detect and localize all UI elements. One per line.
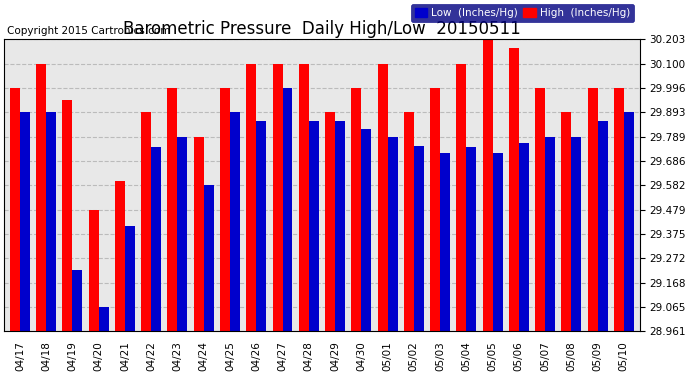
Bar: [325, 112, 335, 331]
Bar: [36, 64, 46, 331]
Bar: [404, 112, 414, 331]
Bar: [351, 88, 362, 331]
Bar: [72, 270, 82, 331]
Bar: [598, 121, 608, 331]
Bar: [63, 100, 72, 331]
Bar: [377, 64, 388, 331]
Bar: [282, 88, 293, 331]
Bar: [545, 136, 555, 331]
Bar: [482, 39, 493, 331]
Bar: [493, 153, 502, 331]
Bar: [177, 136, 188, 331]
Bar: [151, 147, 161, 331]
Bar: [46, 112, 56, 331]
Bar: [299, 64, 308, 331]
Bar: [246, 64, 256, 331]
Bar: [624, 112, 634, 331]
Bar: [230, 112, 240, 331]
Bar: [466, 147, 476, 331]
Bar: [509, 48, 519, 331]
Bar: [430, 88, 440, 331]
Bar: [20, 112, 30, 331]
Bar: [115, 181, 125, 331]
Bar: [273, 64, 282, 331]
Bar: [571, 136, 581, 331]
Bar: [562, 112, 571, 331]
Bar: [588, 88, 598, 331]
Bar: [614, 88, 624, 331]
Bar: [388, 136, 397, 331]
Bar: [456, 64, 466, 331]
Bar: [335, 121, 345, 331]
Bar: [256, 121, 266, 331]
Bar: [535, 88, 545, 331]
Bar: [194, 136, 204, 331]
Bar: [440, 153, 450, 331]
Bar: [89, 210, 99, 331]
Bar: [141, 112, 151, 331]
Legend: Low  (Inches/Hg), High  (Inches/Hg): Low (Inches/Hg), High (Inches/Hg): [411, 4, 634, 22]
Bar: [308, 121, 319, 331]
Text: Copyright 2015 Cartronics.com: Copyright 2015 Cartronics.com: [8, 27, 170, 36]
Title: Barometric Pressure  Daily High/Low  20150511: Barometric Pressure Daily High/Low 20150…: [123, 20, 521, 38]
Bar: [10, 88, 20, 331]
Bar: [414, 146, 424, 331]
Bar: [168, 88, 177, 331]
Bar: [220, 88, 230, 331]
Bar: [99, 307, 108, 331]
Bar: [204, 185, 214, 331]
Bar: [519, 144, 529, 331]
Bar: [125, 226, 135, 331]
Bar: [362, 129, 371, 331]
